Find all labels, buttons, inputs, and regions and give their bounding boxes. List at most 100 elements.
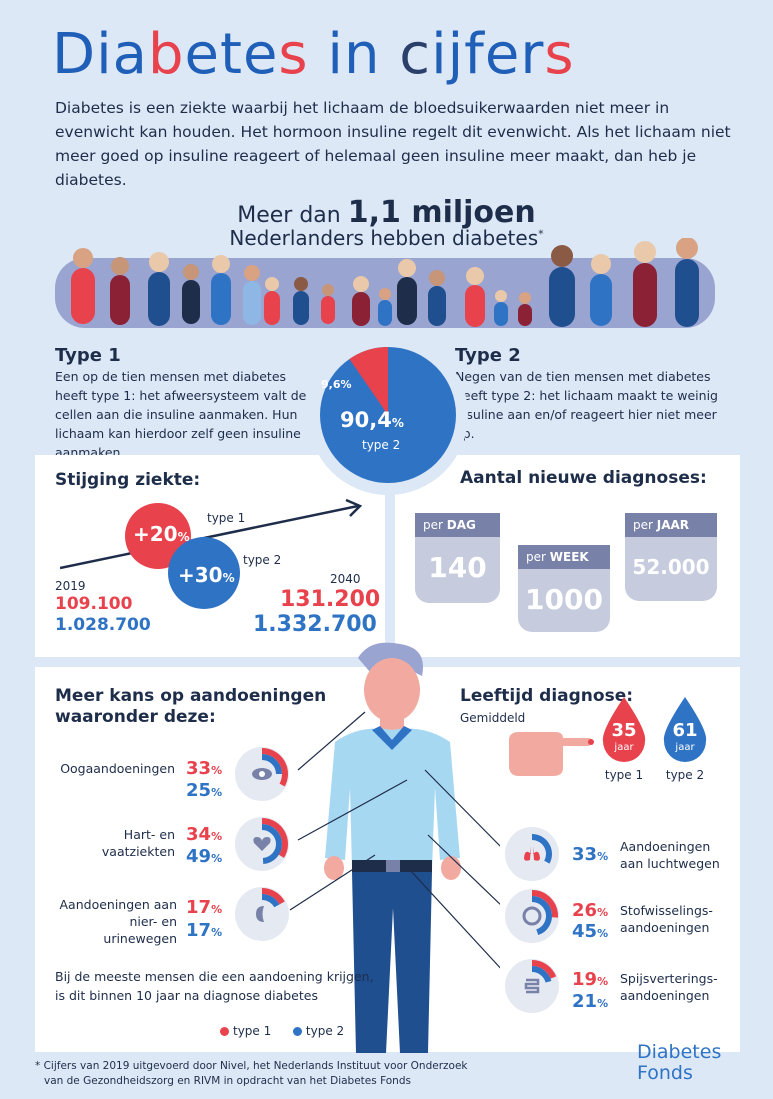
type2-text: Negen van de tien mensen met diabetes he… — [455, 369, 718, 441]
cond-right-3-t2: 21% — [572, 991, 608, 1012]
cond-right-2-t1: 26% — [572, 900, 608, 921]
stijging-year-end: 2040 — [330, 572, 361, 586]
cond-left-1-t1-sign: % — [211, 764, 223, 777]
stijging-type1-pct: +20% — [133, 522, 190, 546]
cond-left-2-t1-sign: % — [211, 830, 223, 843]
crowd-subline: Nederlanders hebben diabetes* — [0, 226, 773, 250]
diag-week-head: per WEEK — [518, 545, 610, 569]
cond-left-2-t2: 49% — [186, 846, 222, 867]
legend-type2-label: type 2 — [305, 1024, 345, 1038]
cond-right-3-t1-sign: % — [597, 975, 609, 988]
cond-right-2-label: Stofwisselings- aandoeningen — [620, 902, 713, 936]
cond-left-1-t2: 25% — [186, 780, 222, 801]
legend: type 1 type 2 — [220, 1024, 344, 1038]
cond-right-3-t1-value: 19 — [572, 969, 598, 990]
ring-type2-arc — [261, 754, 282, 775]
cond-left-2-t1-value: 34 — [186, 824, 212, 845]
cond-right-3-label2: aandoeningen — [620, 988, 710, 1003]
diag-card-year: per JAAR 52.000 — [625, 513, 717, 601]
cond-right-2-t1-value: 26 — [572, 900, 598, 921]
cond-left-1-t2-value: 25 — [186, 780, 212, 801]
pie-label-type2: 90,4% — [340, 408, 404, 432]
pointer-lines — [289, 711, 505, 973]
cond-right-3-t2-value: 21 — [572, 991, 598, 1012]
cond-right-1-ring — [505, 827, 559, 881]
cond-left-2-label: Hart- en vaatziekten — [55, 826, 175, 860]
page-title: Diabetes in cijfers — [52, 22, 575, 87]
conditions-note: Bij de meeste mensen die een aandoening … — [55, 967, 374, 1005]
cond-left-1-ring — [235, 747, 289, 801]
crowd-asterisk: * — [538, 227, 544, 241]
cond-left-1-t1-value: 33 — [186, 758, 212, 779]
crowd-highlight: 1,1 miljoen — [347, 195, 536, 230]
diag-day-prefix: per — [423, 518, 443, 532]
cond-right-1-t2: 33% — [572, 844, 608, 865]
cond-left-1-label: Oogaandoeningen — [55, 760, 175, 777]
pointing-hand-icon — [509, 732, 594, 776]
stijging-year-start: 2019 — [55, 579, 86, 593]
cond-left-2-t1: 34% — [186, 824, 222, 845]
diag-week-unit: WEEK — [549, 550, 589, 564]
ring-type1-arc — [261, 888, 285, 905]
cond-right-2-t1-sign: % — [597, 906, 609, 919]
pie-type2-unit: % — [391, 416, 404, 430]
stijging-type1-sign: % — [177, 530, 190, 544]
diag-year-head: per JAAR — [625, 513, 717, 537]
stijging-end-type2: 1.332.700 — [253, 612, 377, 637]
diabetes-fonds-logo: Diabetes Fonds — [637, 1042, 721, 1084]
cond-right-2-label2: aandoeningen — [620, 920, 710, 935]
leeftijd-title: Leeftijd diagnose: — [460, 686, 634, 706]
cond-left-1-t2-sign: % — [211, 786, 223, 799]
crowd-illustration — [55, 238, 715, 328]
footnote-line2: van de Gezondheidszorg en RIVM in opdrac… — [44, 1075, 411, 1087]
diag-day-unit: DAG — [446, 518, 476, 532]
drop-type1-unit: jaar — [614, 742, 634, 753]
drop-type2-unit: jaar — [675, 742, 695, 753]
cond-left-3-t1-sign: % — [211, 903, 223, 916]
legend-type1-dot — [220, 1027, 229, 1036]
stijging-title: Stijging ziekte: — [55, 470, 201, 490]
legend-type2-dot — [292, 1027, 302, 1036]
stijging-type2-pct: +30% — [178, 563, 235, 587]
logo-line2: Fonds — [637, 1062, 693, 1084]
cond-left-2-ring — [235, 817, 289, 871]
cond-left-2-t2-value: 49 — [186, 846, 212, 867]
cond-right-1-t2-value: 33 — [572, 844, 598, 865]
cond-right-1-label1: Aandoeningen — [620, 839, 711, 854]
cond-right-3-ring — [505, 959, 559, 1013]
cond-left-3-ring — [235, 887, 289, 941]
cond-right-3-t1: 19% — [572, 969, 608, 990]
stijging-start-type1: 109.100 — [55, 594, 133, 614]
cond-left-3-label: Aandoeningen aan nier- en urinewegen — [55, 896, 178, 947]
stijging-end-type1: 131.200 — [280, 587, 381, 612]
person-illustration — [324, 642, 461, 1053]
cond-right-1-label: Aandoeningen aan luchtwegen — [620, 838, 720, 872]
diagnoses-title: Aantal nieuwe diagnoses: — [460, 468, 707, 488]
conditions-title-line1: Meer kans op aandoeningen — [55, 686, 327, 706]
type-pie-chart — [308, 335, 468, 495]
crowd-line2: Nederlanders hebben diabetes — [229, 226, 539, 250]
cond-right-2-t2-sign: % — [597, 927, 609, 940]
cond-right-1-label2: aan luchtwegen — [620, 856, 720, 871]
cond-right-2-t2: 45% — [572, 921, 608, 942]
stijging-type2-circle — [168, 537, 240, 609]
cond-left-2-label1: Hart- en vaatziekten — [101, 827, 175, 859]
pie-type2-label: type 2 — [362, 438, 401, 452]
ring-type2-arc — [531, 896, 552, 936]
diag-week-prefix: per — [526, 550, 546, 564]
cond-left-3-t2-value: 17 — [186, 920, 212, 941]
type1-text: Een op de tien mensen met diabetes heeft… — [55, 369, 307, 460]
cond-right-1-t2-sign: % — [597, 850, 609, 863]
stijging-type2-sign: % — [222, 571, 235, 585]
pie-label-type1: 9,6% — [321, 378, 352, 391]
legend-type1-label: type 1 — [233, 1024, 272, 1038]
cond-right-3-label: Spijsverterings- aandoeningen — [620, 970, 718, 1004]
ring-type2-arc — [531, 834, 552, 864]
leeftijd-subtitle: Gemiddeld — [460, 711, 526, 725]
drop-type2-label: type 2 — [665, 768, 705, 782]
cond-left-3-t1: 17% — [186, 897, 222, 918]
crowd-prefix: Meer dan — [237, 203, 341, 228]
diag-card-day: per DAG 140 — [415, 513, 500, 603]
cond-left-1-label1: Oogaandoeningen — [60, 761, 175, 776]
drop-type1-label: type 1 — [604, 768, 644, 782]
